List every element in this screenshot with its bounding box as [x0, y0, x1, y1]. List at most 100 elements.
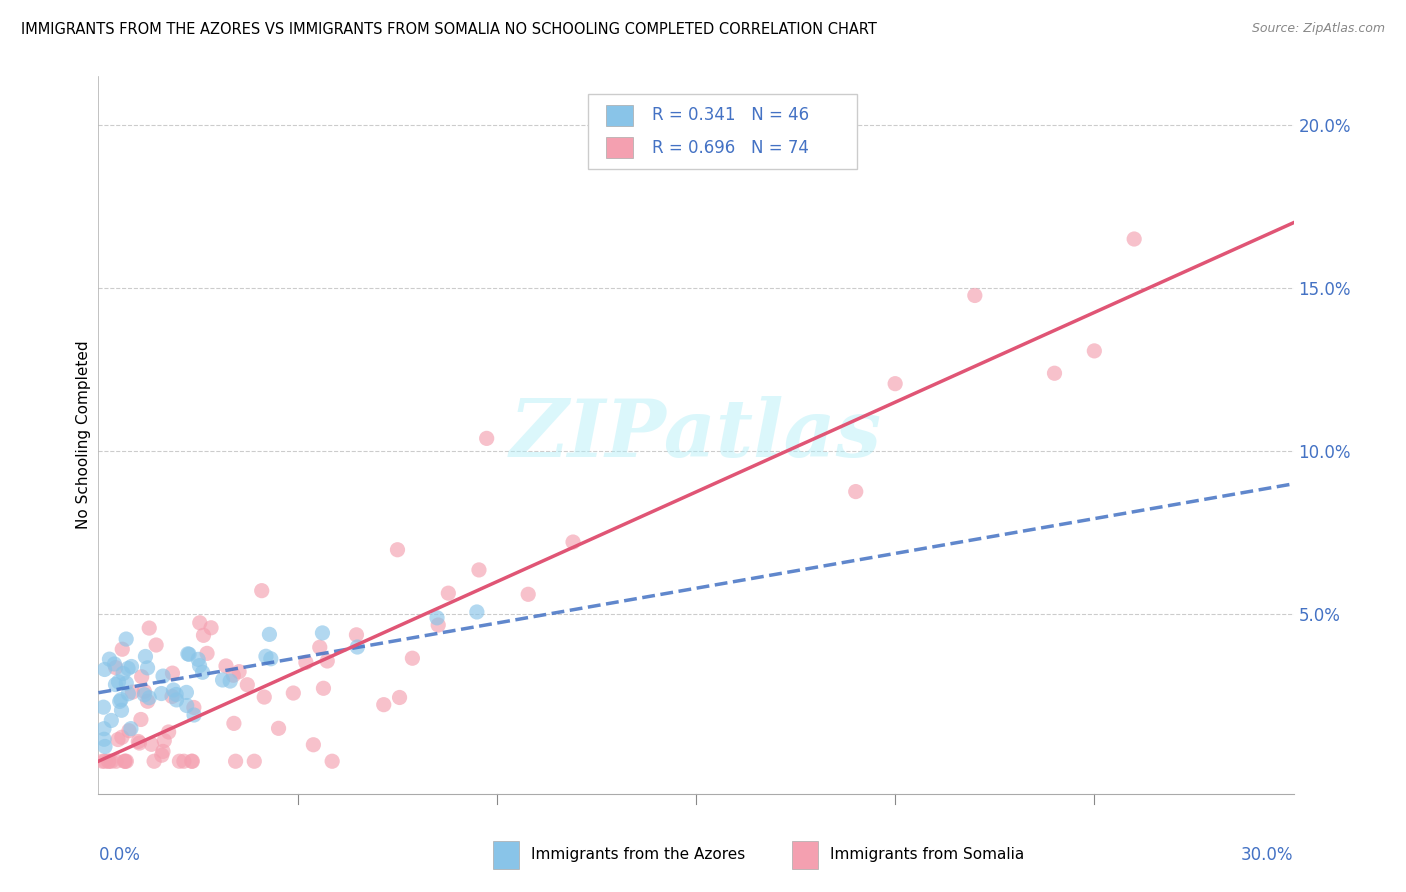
Point — [136, 661, 159, 675]
Point — [845, 484, 868, 499]
Point — [346, 628, 368, 642]
Point — [115, 754, 138, 768]
Point — [160, 690, 183, 704]
Point — [143, 754, 166, 768]
Point — [177, 647, 200, 661]
Point — [222, 716, 245, 731]
Point — [193, 628, 215, 642]
Point — [346, 640, 368, 654]
Point — [437, 586, 460, 600]
Point — [1083, 343, 1105, 358]
Point — [177, 648, 200, 662]
Text: 0.0%: 0.0% — [98, 847, 141, 864]
Point — [426, 611, 449, 625]
Point — [295, 656, 318, 670]
Point — [111, 642, 134, 657]
Point — [183, 700, 205, 714]
Point — [105, 754, 128, 768]
Point — [131, 670, 153, 684]
Point — [211, 673, 233, 687]
Point — [1043, 366, 1066, 380]
Point — [283, 686, 305, 700]
Point — [145, 638, 167, 652]
Point — [236, 678, 259, 692]
Point — [427, 618, 450, 632]
Point — [225, 754, 247, 768]
Point — [115, 632, 138, 646]
Bar — [606, 136, 633, 159]
Point — [107, 674, 129, 689]
Point — [150, 748, 173, 763]
Text: R = 0.341   N = 46: R = 0.341 N = 46 — [652, 106, 808, 124]
Point — [104, 677, 127, 691]
Point — [121, 685, 143, 699]
Point — [260, 652, 283, 666]
Point — [222, 668, 245, 682]
Point — [316, 654, 339, 668]
Bar — [606, 104, 633, 126]
Point — [138, 621, 160, 635]
Point — [107, 732, 129, 747]
Y-axis label: No Schooling Completed: No Schooling Completed — [76, 341, 91, 529]
Point — [884, 376, 907, 391]
Point — [165, 688, 187, 702]
Point — [468, 563, 491, 577]
Point — [98, 652, 121, 666]
Text: Immigrants from the Azores: Immigrants from the Azores — [531, 847, 745, 863]
Point — [188, 615, 211, 630]
Point — [136, 694, 159, 708]
Point — [169, 754, 191, 768]
Point — [215, 659, 238, 673]
Text: Immigrants from Somalia: Immigrants from Somalia — [830, 847, 1024, 863]
Point — [110, 703, 132, 717]
Point — [517, 587, 540, 601]
Point — [311, 626, 333, 640]
Bar — [792, 841, 818, 869]
Point — [110, 692, 132, 706]
Point — [373, 698, 395, 712]
Point — [100, 754, 122, 768]
Point — [98, 754, 121, 768]
Point — [134, 684, 156, 698]
Point — [1123, 232, 1146, 246]
Point — [114, 754, 136, 768]
Point — [250, 583, 273, 598]
Point — [94, 754, 117, 768]
Point — [115, 676, 138, 690]
Point — [963, 288, 986, 302]
Point — [401, 651, 423, 665]
Point — [228, 665, 250, 679]
Point — [243, 754, 266, 768]
Point — [114, 754, 136, 768]
Point — [138, 690, 160, 705]
Point — [321, 754, 343, 768]
Text: 30.0%: 30.0% — [1241, 847, 1294, 864]
Point — [195, 646, 218, 660]
Point — [188, 658, 211, 673]
Point — [150, 687, 173, 701]
Text: ZIPatlas: ZIPatlas — [510, 396, 882, 474]
Text: R = 0.696   N = 74: R = 0.696 N = 74 — [652, 138, 808, 157]
Point — [120, 722, 142, 736]
Point — [134, 649, 156, 664]
Point — [93, 722, 115, 736]
Text: IMMIGRANTS FROM THE AZORES VS IMMIGRANTS FROM SOMALIA NO SCHOOLING COMPLETED COR: IMMIGRANTS FROM THE AZORES VS IMMIGRANTS… — [21, 22, 877, 37]
Point — [162, 666, 184, 681]
Point — [121, 659, 143, 673]
Point — [475, 431, 498, 445]
Point — [173, 754, 195, 768]
Point — [91, 754, 114, 768]
Point — [157, 725, 180, 739]
Point — [166, 693, 188, 707]
Point — [141, 737, 163, 751]
Point — [152, 744, 174, 758]
Point — [153, 733, 176, 747]
Point — [183, 708, 205, 723]
Point — [308, 640, 330, 655]
Point — [562, 535, 585, 549]
Point — [117, 687, 139, 701]
Point — [200, 621, 222, 635]
Point — [134, 688, 156, 702]
Bar — [494, 841, 519, 869]
Point — [187, 652, 209, 666]
